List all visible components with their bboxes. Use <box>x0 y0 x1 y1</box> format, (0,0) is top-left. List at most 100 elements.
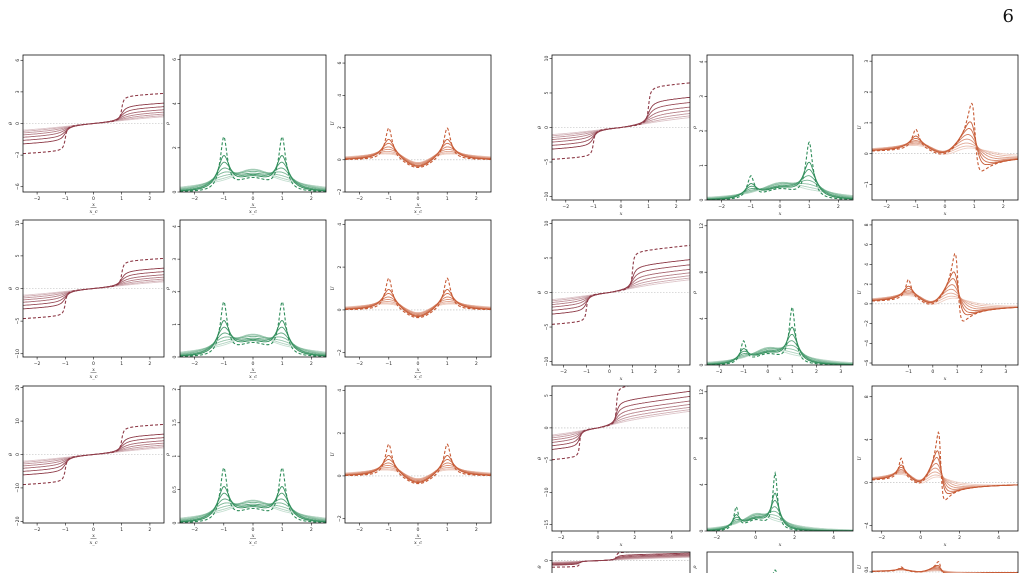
y-tick-label: −4 <box>864 522 870 529</box>
x-tick-label: 2 <box>675 204 678 210</box>
y-tick-label: −4 <box>864 340 870 347</box>
series-line <box>872 143 1018 157</box>
y-tick-label: −15 <box>544 520 550 530</box>
panel-L2: −2 −1 0 1 2 0 2 4 6 ρ xx_c <box>165 54 327 215</box>
panel-L6: −2 −1 0 1 2 −2 0 2 4 Uxx_c <box>330 219 492 380</box>
y-tick-label: 1 <box>172 323 178 326</box>
x-tick-label: 0 <box>92 196 95 202</box>
y-tick-label: 5 <box>15 254 21 257</box>
x-axis-label-denominator: x_c <box>249 209 257 215</box>
x-tick-label: 1 <box>956 369 959 375</box>
x-tick-label: −1 <box>905 369 912 375</box>
x-tick-label: 2 <box>310 361 313 367</box>
panel-R7: −2 0 2 4 −15 −10 −5 0 5 θ x <box>537 385 691 548</box>
series-line <box>345 296 491 316</box>
y-tick-label: 4 <box>337 223 343 226</box>
y-tick-label: 0 <box>864 152 870 155</box>
y-axis-label: U <box>330 286 336 291</box>
x-tick-label: 1 <box>631 369 634 375</box>
x-tick-label: −2 <box>713 535 720 541</box>
y-tick-label: −2 <box>337 349 343 356</box>
series-line <box>345 465 491 481</box>
series-line <box>180 492 326 522</box>
y-axis-label: U <box>330 121 336 126</box>
panel-R2: −2 −1 0 1 2 0 1 2 3 4 ρ x <box>692 54 854 217</box>
series-line <box>180 501 326 521</box>
y-tick-label: 0 <box>544 126 550 129</box>
y-tick-label: 0 <box>337 308 343 311</box>
y-tick-label: 0 <box>864 302 870 305</box>
x-tick-label: 0 <box>417 527 420 533</box>
x-tick-label: −1 <box>740 369 747 375</box>
x-tick-label: 0 <box>931 369 934 375</box>
series-line <box>707 179 853 200</box>
y-tick-label: −5 <box>544 159 550 166</box>
panel-R10: 0θ <box>537 551 691 573</box>
x-tick-label: −1 <box>747 204 754 210</box>
series-line <box>345 142 491 167</box>
y-axis-label: ρ <box>165 287 171 291</box>
x-tick-label: −2 <box>560 369 567 375</box>
x-tick-label: 0 <box>252 361 255 367</box>
x-tick-label: −2 <box>356 527 363 533</box>
panel-frame <box>551 551 691 573</box>
series-line <box>552 409 690 437</box>
y-tick-label: −3 <box>15 152 21 159</box>
x-tick-label: −2 <box>34 361 41 367</box>
x-axis-label-denominator: x_c <box>414 209 422 215</box>
series-line <box>552 400 690 443</box>
y-tick-label: −2 <box>864 320 870 327</box>
y-axis-label: θ <box>537 457 543 460</box>
y-tick-label: −2 <box>337 189 343 196</box>
x-tick-label: 1 <box>281 196 284 202</box>
series-line <box>180 155 326 192</box>
y-tick-label: 0 <box>172 521 178 524</box>
y-tick-label: 10 <box>15 418 21 424</box>
y-tick-label: 0 <box>15 453 21 456</box>
series-line <box>180 332 326 356</box>
y-axis-label: U <box>857 125 863 130</box>
y-tick-label: 0 <box>172 355 178 358</box>
x-tick-label: 1 <box>791 369 794 375</box>
x-tick-label: 1 <box>808 204 811 210</box>
y-tick-label: 6 <box>15 59 21 62</box>
series-line <box>345 455 491 483</box>
y-tick-label: 2 <box>337 432 343 435</box>
x-tick-label: −1 <box>220 196 227 202</box>
y-tick-label: 0 <box>15 287 21 290</box>
x-tick-label: 2 <box>475 361 478 367</box>
y-tick-label: 4 <box>864 263 870 266</box>
limit-dashed-line <box>23 92 164 155</box>
series-line <box>345 289 491 317</box>
x-tick-label: 1 <box>120 361 123 367</box>
y-tick-label: 4 <box>172 225 178 228</box>
x-tick-label: 2 <box>1002 204 1005 210</box>
panel-L8: −2 −1 0 1 2 0 0.5 1 1.5 2 ρ xx_c <box>165 385 327 546</box>
x-tick-label: 2 <box>980 369 983 375</box>
x-axis-label: x <box>779 211 782 217</box>
x-tick-label: 1 <box>647 204 650 210</box>
y-axis-label: θ <box>8 287 14 290</box>
x-tick-label: 1 <box>281 527 284 533</box>
y-tick-label: 1 <box>699 164 705 167</box>
y-tick-label: 3 <box>699 95 705 98</box>
x-axis-label: x <box>779 542 782 548</box>
x-tick-label: 2 <box>148 196 151 202</box>
y-axis-label: θ <box>8 453 14 456</box>
y-axis-label: ρ <box>692 565 698 569</box>
x-tick-label: −1 <box>912 204 919 210</box>
x-tick-label: 1 <box>120 527 123 533</box>
x-axis-label-denominator: x_c <box>414 540 422 546</box>
y-tick-label: 0.5 <box>172 486 178 493</box>
x-tick-label: 1 <box>446 361 449 367</box>
x-axis-label: x <box>92 202 95 208</box>
y-tick-label: 8 <box>699 271 705 274</box>
limit-dashed-line <box>345 443 491 485</box>
x-tick-label: −1 <box>220 361 227 367</box>
y-tick-label: 0 <box>699 363 705 366</box>
y-tick-label: 4 <box>337 389 343 392</box>
panel-frame <box>344 385 492 524</box>
x-tick-label: 2 <box>475 527 478 533</box>
